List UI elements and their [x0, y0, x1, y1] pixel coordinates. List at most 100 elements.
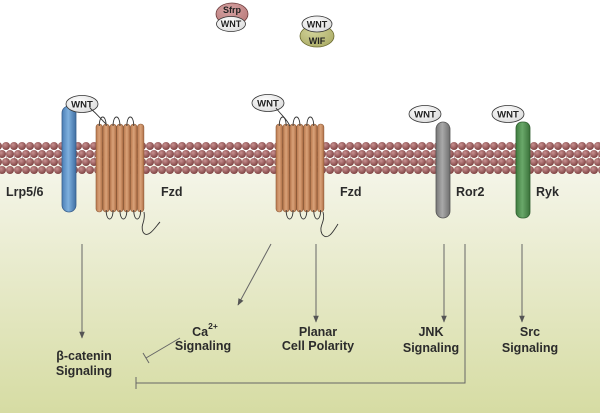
lipid-bead — [502, 150, 510, 158]
ror2-receptor — [435, 121, 451, 219]
fzd-helix — [303, 123, 311, 213]
lipid-bead — [494, 166, 502, 174]
arrow-calcium — [237, 243, 272, 306]
lrp-receptor — [61, 105, 77, 213]
wnt-ligand-fzd-middle: WNT — [251, 94, 285, 112]
beta-catenin-label: β-catenin — [56, 349, 112, 363]
pathway-src: Src Signaling — [502, 325, 558, 355]
lipid-tail — [533, 155, 536, 161]
lipid-bead — [566, 166, 574, 174]
fzd-helix — [116, 123, 124, 213]
lipid-bead — [26, 158, 34, 166]
lipid-bead — [150, 150, 158, 158]
lipid-bead — [146, 142, 154, 150]
lipid-tail — [5, 155, 8, 161]
lipid-bead — [358, 166, 366, 174]
ryk-receptor — [515, 121, 531, 219]
lipid-bead — [250, 158, 258, 166]
lipid-bead — [218, 158, 226, 166]
lipid-bead — [246, 166, 254, 174]
lipid-tail — [589, 155, 592, 161]
lipid-bead — [26, 142, 34, 150]
lipid-bead — [370, 158, 378, 166]
lipid-bead — [194, 158, 202, 166]
fzd-helix — [275, 123, 283, 213]
lipid-bead — [534, 166, 542, 174]
lipid-tail — [501, 155, 504, 161]
lipid-tail — [45, 155, 48, 161]
lipid-bead — [330, 142, 338, 150]
lipid-tail — [237, 155, 240, 161]
lipid-bead — [594, 158, 600, 166]
lipid-bead — [206, 166, 214, 174]
pathway-planar-cell-polarity: Planar Cell Polarity — [282, 325, 354, 353]
fzd-loop — [126, 116, 135, 127]
lipid-tail — [549, 155, 552, 161]
wif-label: WIF — [309, 36, 326, 46]
lipid-tail — [221, 155, 224, 161]
lipid-bead — [422, 150, 430, 158]
lipid-bead — [466, 142, 474, 150]
lipid-bead — [238, 166, 246, 174]
lipid-bead — [178, 158, 186, 166]
lipid-bead — [478, 166, 486, 174]
lipid-bead — [210, 142, 218, 150]
lipid-tail — [77, 155, 80, 161]
lipid-bead — [46, 166, 54, 174]
lipid-bead — [50, 158, 58, 166]
fzd-middle-label: Fzd — [340, 185, 362, 199]
cell-polarity-label: Cell Polarity — [282, 339, 354, 353]
lipid-bead — [562, 158, 570, 166]
lipid-tail — [85, 155, 88, 161]
lipid-bead — [546, 158, 554, 166]
lipid-bead — [38, 150, 46, 158]
lipid-tail — [189, 155, 192, 161]
sfrp-label: Sfrp — [223, 5, 242, 15]
lipid-bead — [398, 150, 406, 158]
lipid-bead — [182, 150, 190, 158]
lipid-bead — [266, 158, 274, 166]
lipid-bead — [242, 142, 250, 150]
jnk-label: JNK — [418, 325, 443, 339]
lipid-bead — [418, 158, 426, 166]
inhibit-bar-calcium — [142, 352, 150, 364]
wnt-tether-middle — [275, 107, 291, 127]
lipid-bead — [10, 142, 18, 150]
lipid-bead — [266, 142, 274, 150]
jnk-signaling-label: Signaling — [403, 341, 459, 355]
lipid-tail — [597, 155, 600, 161]
lipid-bead — [262, 166, 270, 174]
lipid-bead — [346, 142, 354, 150]
lipid-bead — [394, 158, 402, 166]
lipid-bead — [350, 150, 358, 158]
lipid-bead — [558, 150, 566, 158]
lipid-bead — [478, 150, 486, 158]
lipid-bead — [486, 166, 494, 174]
lipid-bead — [158, 150, 166, 158]
lipid-bead — [342, 166, 350, 174]
lipid-bead — [338, 158, 346, 166]
lipid-tail — [245, 155, 248, 161]
lipid-bead — [202, 158, 210, 166]
lipid-bead — [582, 150, 590, 158]
lipid-bead — [410, 142, 418, 150]
lipid-tail — [493, 155, 496, 161]
lipid-bead — [566, 150, 574, 158]
src-signaling-label: Signaling — [502, 341, 558, 355]
lipid-bead — [426, 142, 434, 150]
fzd-loop — [119, 209, 128, 220]
lipid-bead — [226, 142, 234, 150]
lipid-bead — [346, 158, 354, 166]
lipid-bead — [538, 142, 546, 150]
lipid-bead — [506, 142, 514, 150]
fzd-receptor-left — [95, 116, 161, 235]
lipid-bead — [474, 158, 482, 166]
lipid-bead — [226, 158, 234, 166]
wnt-ligand-ror2: WNT — [408, 105, 442, 123]
lipid-tail — [397, 155, 400, 161]
lipid-bead — [238, 150, 246, 158]
lipid-bead — [86, 150, 94, 158]
lipid-bead — [42, 158, 50, 166]
lipid-bead — [486, 150, 494, 158]
lipid-tail — [13, 155, 16, 161]
